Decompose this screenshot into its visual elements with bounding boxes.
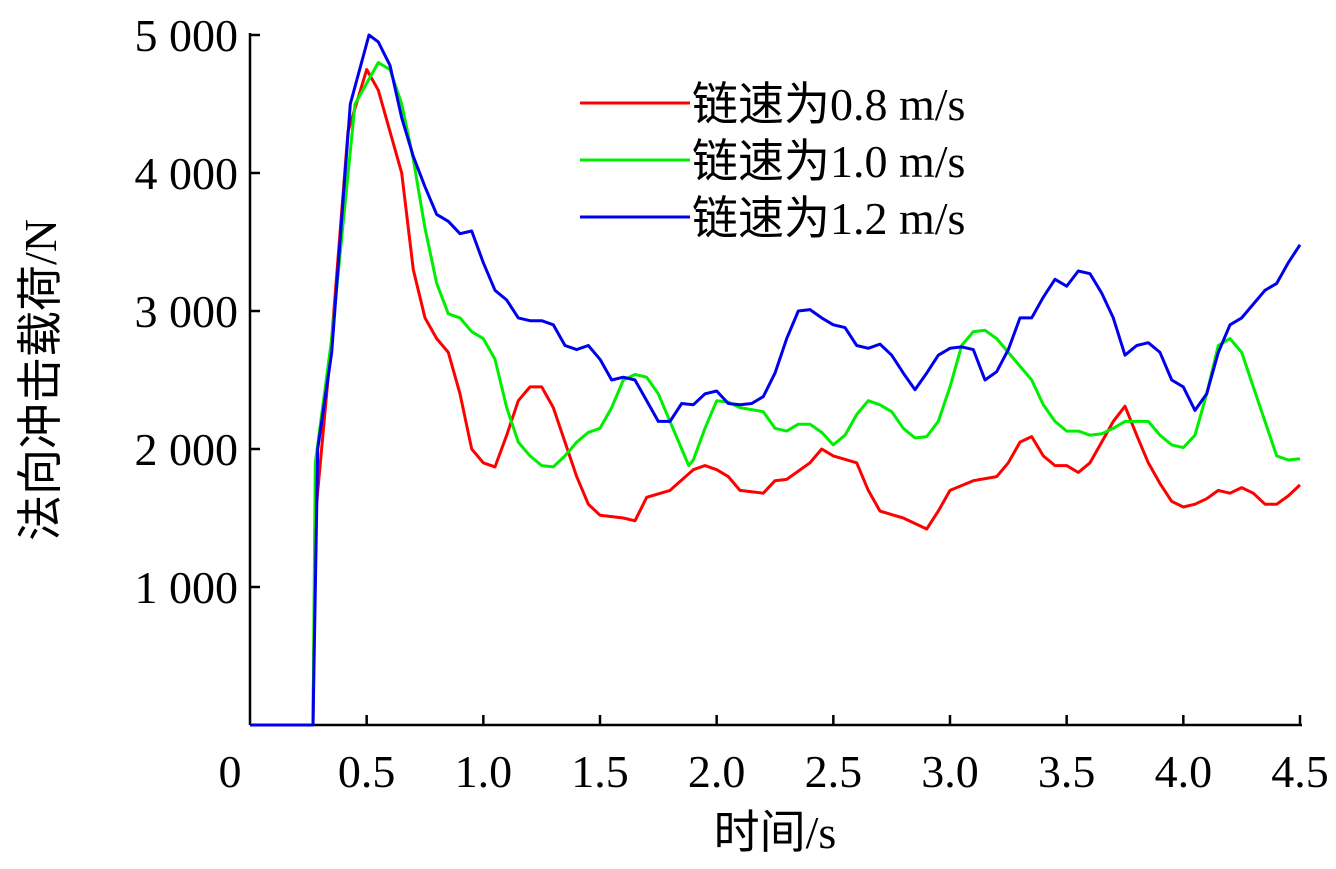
series-line [250, 61, 1301, 727]
legend-label: 链速为1.2 m/s [692, 193, 965, 244]
y-tick-label: 2 000 [135, 424, 239, 475]
axes: 0 0.5 1.0 1.5 2.0 2.5 3.0 3.5 4.0 4.5 1 000 2 000 3 … [135, 10, 1329, 797]
y-tick-label: 4 000 [135, 148, 239, 199]
series-line [250, 68, 1302, 727]
legend: 链速为0.8 m/s 链速为1.0 m/s 链速为1.2 m/s [580, 79, 965, 244]
x-tick-label: 0.5 [338, 746, 396, 797]
x-tick-label: 1.0 [455, 746, 513, 797]
series-line [250, 33, 1302, 727]
x-tick-label: 4.5 [1271, 746, 1329, 797]
y-tick-label: 3 000 [135, 286, 239, 337]
legend-label: 链速为1.0 m/s [692, 136, 965, 187]
x-tick-label: 3.5 [1038, 746, 1096, 797]
y-tick-label: 5 000 [135, 10, 239, 61]
x-tick-label: 2.5 [805, 746, 863, 797]
legend-label: 链速为0.8 m/s [692, 79, 965, 130]
y-axis-label: 法向冲击载荷/N [15, 219, 66, 541]
x-tick-label: 0 [219, 746, 242, 797]
series-group [250, 33, 1302, 727]
x-tick-label: 2.0 [688, 746, 746, 797]
x-tick-label: 3.0 [921, 746, 979, 797]
x-tick-label: 4.0 [1155, 746, 1213, 797]
y-tick-label: 1 000 [135, 562, 239, 613]
x-axis-label: 时间/s [714, 807, 837, 858]
x-tick-label: 1.5 [571, 746, 629, 797]
